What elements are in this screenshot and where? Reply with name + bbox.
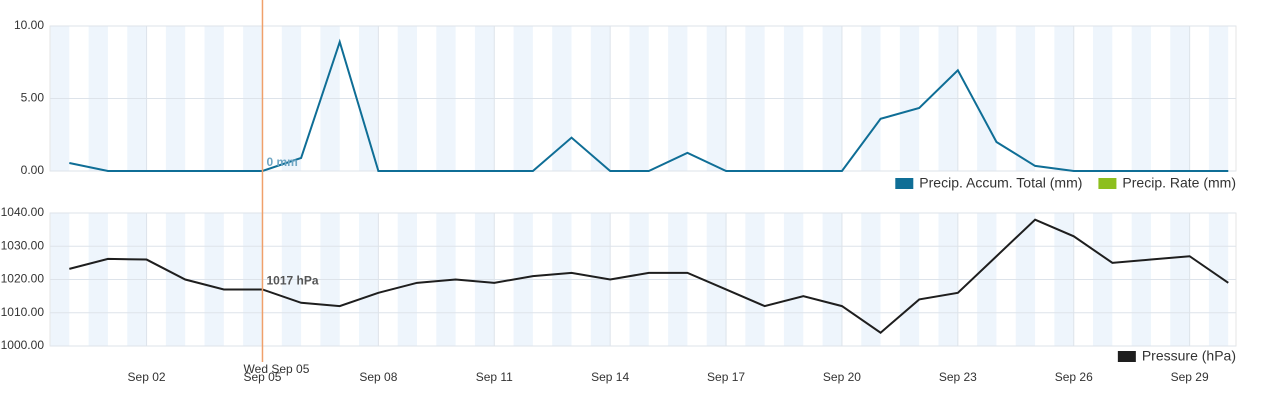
annotation: 1017 hPa	[266, 274, 318, 288]
annotation: 0 mm	[266, 155, 297, 169]
y-tick-label: 1020.00	[1, 272, 45, 286]
x-tick-label: Sep 05	[243, 370, 281, 384]
x-tick-label: Sep 29	[1171, 370, 1209, 384]
x-tick-label: Sep 17	[707, 370, 745, 384]
y-tick-label: 1010.00	[1, 305, 45, 319]
x-tick-label: Sep 14	[591, 370, 629, 384]
y-tick-label: 1040.00	[1, 205, 45, 219]
x-tick-label: Sep 20	[823, 370, 861, 384]
legend-label: Precip. Accum. Total (mm)	[919, 175, 1082, 191]
x-tick-label: Sep 02	[128, 370, 166, 384]
y-tick-label: 1000.00	[1, 338, 45, 352]
x-tick-label: Sep 23	[939, 370, 977, 384]
y-tick-label: 5.00	[21, 91, 45, 105]
legend-label: Pressure (hPa)	[1142, 348, 1236, 364]
legend-label: Precip. Rate (mm)	[1122, 175, 1236, 191]
crosshair-label: Wed Sep 05	[244, 362, 310, 376]
crosshair-label-bg	[242, 363, 295, 377]
y-tick-label: 10.00	[14, 18, 44, 32]
y-tick-label: 0.00	[21, 163, 45, 177]
legend-swatch	[1098, 178, 1117, 189]
legend-swatch	[895, 178, 914, 189]
x-tick-label: Sep 11	[476, 370, 513, 384]
y-tick-label: 1030.00	[1, 238, 45, 252]
x-tick-label: Sep 26	[1055, 370, 1093, 384]
x-tick-label: Sep 08	[359, 370, 397, 384]
legend-swatch	[1117, 351, 1136, 362]
